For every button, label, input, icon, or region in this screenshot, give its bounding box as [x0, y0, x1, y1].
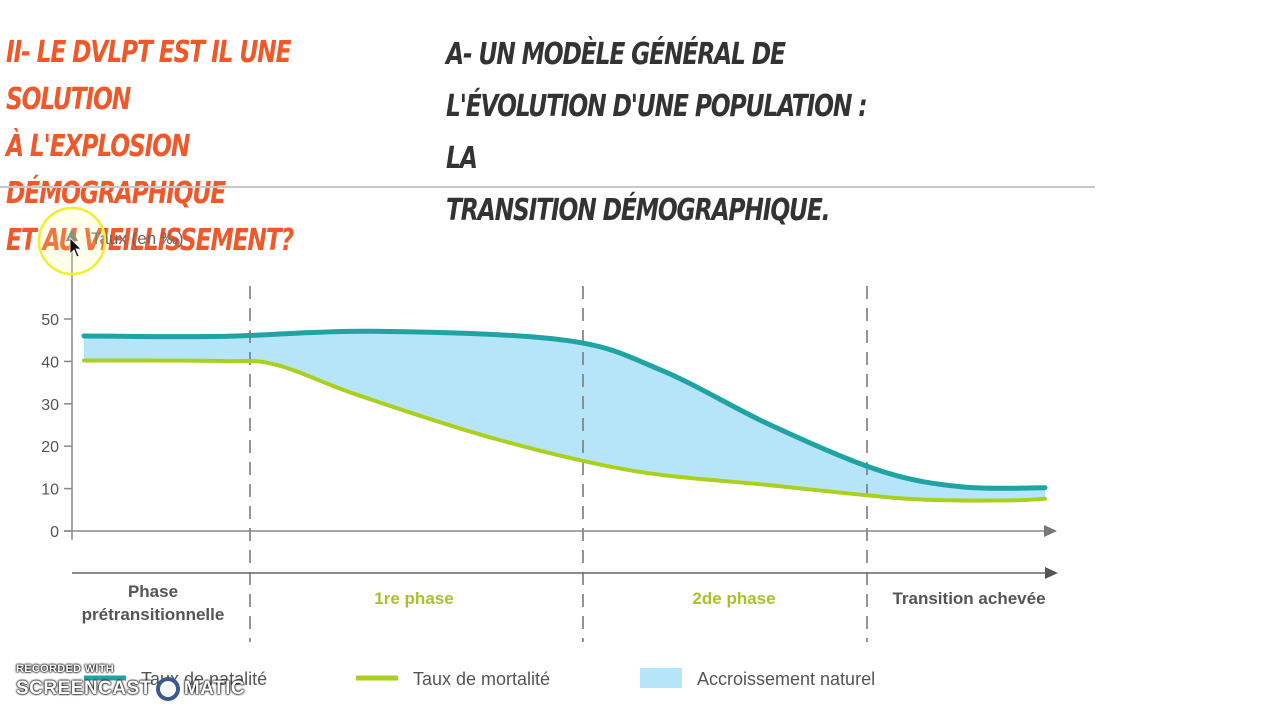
y-tick-label: 0 — [50, 524, 59, 541]
y-tick-label: 40 — [41, 354, 59, 371]
phase-axis-arrow-icon — [1045, 567, 1058, 579]
legend-death-rate: Taux de mortalité — [413, 669, 550, 689]
watermark-right-text: MATIC — [183, 678, 246, 699]
y-axis-label: Taux (en ‰) — [91, 229, 184, 248]
record-circle-icon — [155, 677, 180, 701]
y-tick-label: 10 — [41, 482, 59, 499]
phase-label-complete: Transition achevée — [892, 589, 1045, 608]
mouse-pointer-icon — [69, 237, 82, 258]
slide-title-left: II- Le dvlpt est il une solution à l'exp… — [6, 35, 294, 258]
y-tick-label: 20 — [41, 439, 59, 456]
phase-label-pretransition: Phase prétransitionnelle — [82, 582, 225, 624]
birth-rate-line — [81, 328, 1048, 491]
natural-increase-area — [84, 331, 1045, 501]
recorder-watermark: RECORDED WITH SCREENCAST MATIC — [16, 663, 245, 701]
x-axis-arrow-icon — [1044, 525, 1057, 537]
y-tick-label: 30 — [41, 397, 59, 414]
phase-label-first: 1re phase — [374, 589, 453, 608]
phase-label-second: 2de phase — [692, 589, 775, 608]
y-tick-label: 50 — [41, 312, 59, 329]
title-divider — [0, 186, 1095, 188]
slide-title-right: A- Un modèle général de l'évolution d'un… — [446, 37, 868, 228]
death-rate-line — [82, 358, 1047, 503]
y-axis-arrow-icon — [66, 228, 78, 241]
legend-natural-increase-swatch — [640, 668, 682, 688]
watermark-top-text: RECORDED WITH — [16, 663, 115, 675]
watermark-left-text: SCREENCAST — [16, 678, 152, 699]
legend-natural-increase: Accroissement naturel — [697, 669, 875, 689]
